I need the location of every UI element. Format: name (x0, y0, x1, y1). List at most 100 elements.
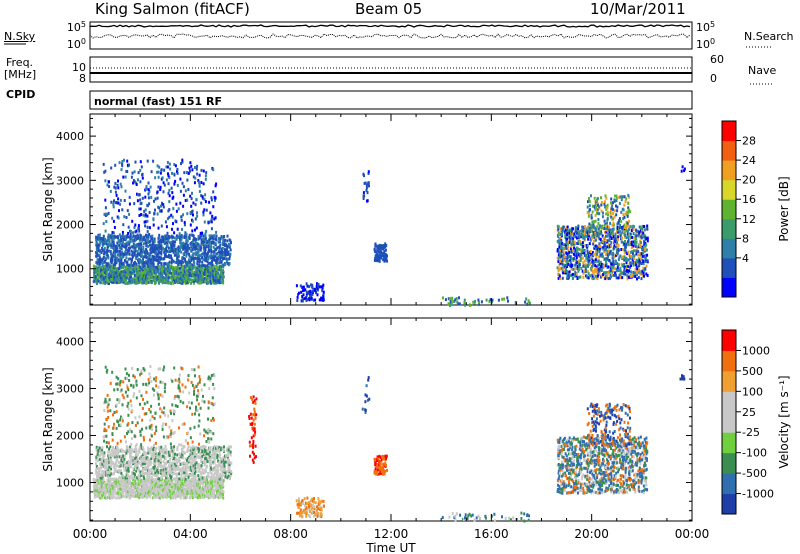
velocity-cell (130, 481, 133, 485)
power-cell (196, 259, 199, 263)
power-cell (580, 235, 583, 239)
power-cell (572, 239, 575, 243)
power-cell (113, 244, 116, 248)
power-cell (207, 269, 210, 273)
power-cell (560, 254, 563, 258)
power-cell (601, 252, 604, 256)
power-cell (590, 223, 593, 227)
power-cell (561, 259, 564, 262)
velocity-cell (106, 485, 109, 489)
velocity-cell (184, 479, 186, 483)
power-cell (191, 233, 194, 237)
power-cell (583, 269, 585, 273)
power-cell (162, 269, 165, 273)
power-cell (562, 243, 565, 247)
velocity-cell (125, 483, 128, 487)
power-cell (115, 267, 118, 271)
power-cell (202, 243, 205, 246)
power-cell (384, 255, 387, 259)
power-cell (219, 258, 222, 262)
velocity-cell (107, 493, 110, 496)
power-cell (226, 234, 229, 238)
velocity-cell (102, 456, 105, 460)
power-cell (104, 238, 107, 241)
power-cell (222, 275, 225, 279)
power-cell (142, 261, 145, 265)
velocity-cell (181, 478, 184, 481)
power-cell (194, 166, 196, 169)
velocity-cell (120, 471, 123, 475)
power-cell (305, 290, 308, 294)
power-cell (374, 244, 377, 248)
power-cell (146, 219, 149, 223)
power-cell (106, 264, 108, 268)
power-cell (197, 251, 200, 255)
power-cell (163, 234, 166, 238)
power-cell (109, 280, 112, 284)
power-cell (139, 277, 142, 280)
velocity-cell (111, 461, 114, 465)
power-cell (199, 254, 202, 258)
power-cell (212, 240, 215, 244)
velocity-cell (94, 479, 97, 483)
power-cell (207, 274, 210, 277)
power-cell (611, 223, 614, 227)
power-cell (622, 272, 625, 276)
power-cell (93, 265, 96, 269)
power-cell (606, 210, 609, 214)
power-cell (630, 264, 632, 267)
power-cell (206, 252, 209, 256)
power-cell (181, 227, 183, 231)
power-cell (619, 234, 622, 237)
power-cell (217, 273, 220, 277)
power-cell (447, 302, 450, 306)
power-cell (117, 279, 120, 283)
power-cell (448, 297, 451, 301)
power-cell (101, 270, 104, 274)
velocity-cell (170, 490, 173, 494)
power-cell (156, 190, 159, 194)
power-cell (193, 181, 196, 185)
power-cell (573, 257, 575, 261)
power-cell (134, 273, 136, 277)
power-cell (193, 273, 196, 277)
power-cell (147, 244, 150, 248)
power-cell (624, 245, 627, 249)
power-cell (147, 265, 150, 269)
power-cell (96, 278, 99, 282)
power-cell (109, 269, 111, 273)
velocity-cell (164, 487, 167, 491)
power-cell (110, 243, 113, 247)
power-cell (147, 241, 149, 244)
power-cell (193, 242, 196, 246)
power-cell (310, 283, 312, 287)
power-cell (591, 210, 594, 214)
power-cell (215, 238, 218, 242)
power-cell (175, 237, 178, 241)
power-cell (223, 242, 226, 246)
power-cell (590, 213, 593, 217)
velocity-cell (140, 480, 142, 484)
power-cell (98, 267, 101, 271)
power-cell (163, 257, 166, 260)
velocity-cell (204, 494, 206, 498)
power-cell (116, 259, 119, 263)
power-cell (627, 193, 630, 197)
velocity-cell (115, 496, 118, 500)
power-cell (123, 238, 126, 241)
power-cell (206, 264, 209, 268)
power-cell (133, 238, 136, 242)
velocity-cell (110, 458, 113, 462)
velocity-cell (190, 486, 193, 490)
power-cell (632, 270, 635, 274)
power-cell (157, 185, 160, 189)
power-cell (597, 205, 600, 209)
power-cell (592, 220, 595, 224)
power-cell (98, 258, 101, 262)
power-cell (623, 258, 626, 262)
power-cell (148, 273, 151, 277)
power-cell (168, 269, 171, 273)
power-cell (583, 237, 586, 241)
velocity-cell (109, 493, 112, 497)
velocity-cell (110, 461, 113, 465)
